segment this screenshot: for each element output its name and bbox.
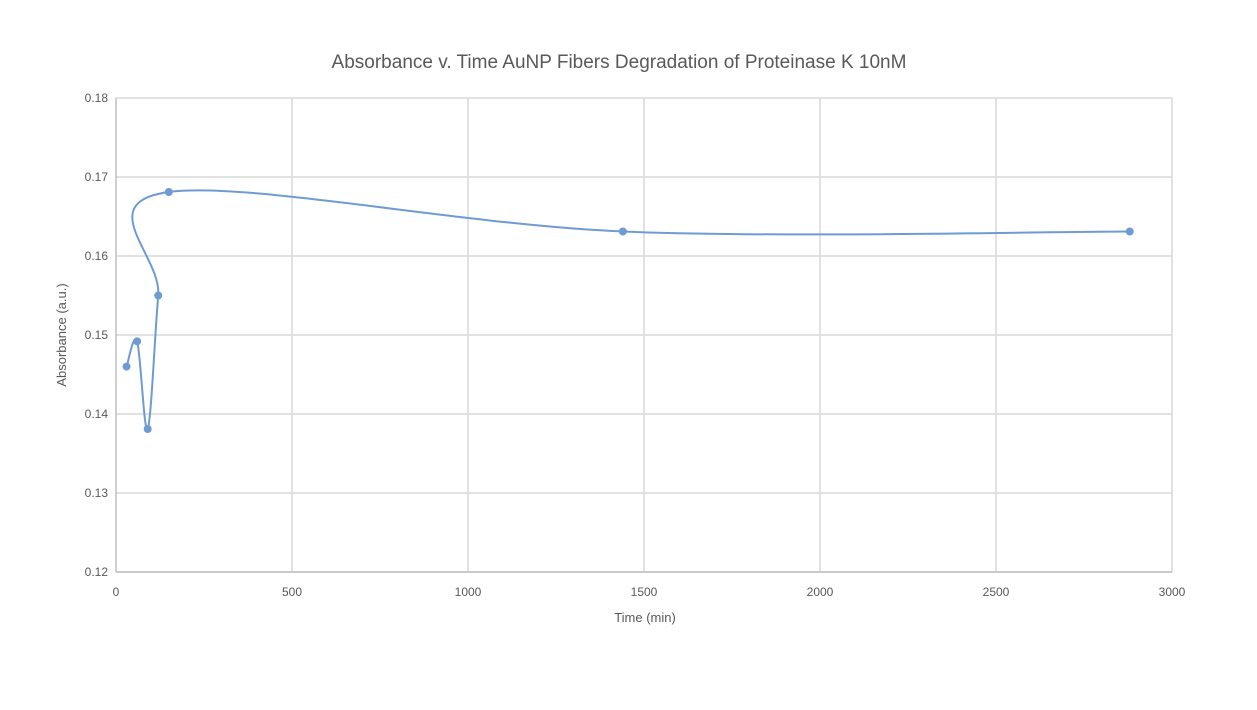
x-tick-label: 2500 <box>983 585 1010 599</box>
x-tick-label: 0 <box>113 585 120 599</box>
x-tick-label: 1500 <box>631 585 658 599</box>
x-tick-label: 3000 <box>1159 585 1186 599</box>
gridlines <box>115 97 1173 573</box>
data-point <box>1125 227 1134 236</box>
y-tick-label: 0.16 <box>85 249 109 263</box>
x-tick-label: 2000 <box>807 585 834 599</box>
series-line <box>125 189 1130 431</box>
y-tick-label: 0.15 <box>85 328 109 342</box>
y-axis-label: Absorbance (a.u.) <box>54 283 69 386</box>
data-point <box>164 188 173 197</box>
data-point <box>143 425 152 434</box>
data-point <box>154 291 163 300</box>
x-axis-label: Time (min) <box>614 610 676 625</box>
tick-labels: 0.12 0.13 0.14 0.15 0.16 0.17 0.18 0 500 1000 1500… <box>85 91 1186 599</box>
y-tick-label: 0.17 <box>85 170 109 184</box>
y-tick-label: 0.14 <box>85 407 109 421</box>
data-point <box>122 362 131 371</box>
chart-title: Absorbance v. Time AuNP Fibers Degradati… <box>332 52 907 73</box>
x-tick-label: 500 <box>282 585 302 599</box>
data-point <box>133 337 142 346</box>
y-tick-label: 0.12 <box>85 565 109 579</box>
x-tick-label: 1000 <box>455 585 482 599</box>
data-point <box>618 227 627 236</box>
y-tick-label: 0.13 <box>85 486 109 500</box>
y-tick-label: 0.18 <box>85 91 109 105</box>
data-points <box>122 188 1134 434</box>
